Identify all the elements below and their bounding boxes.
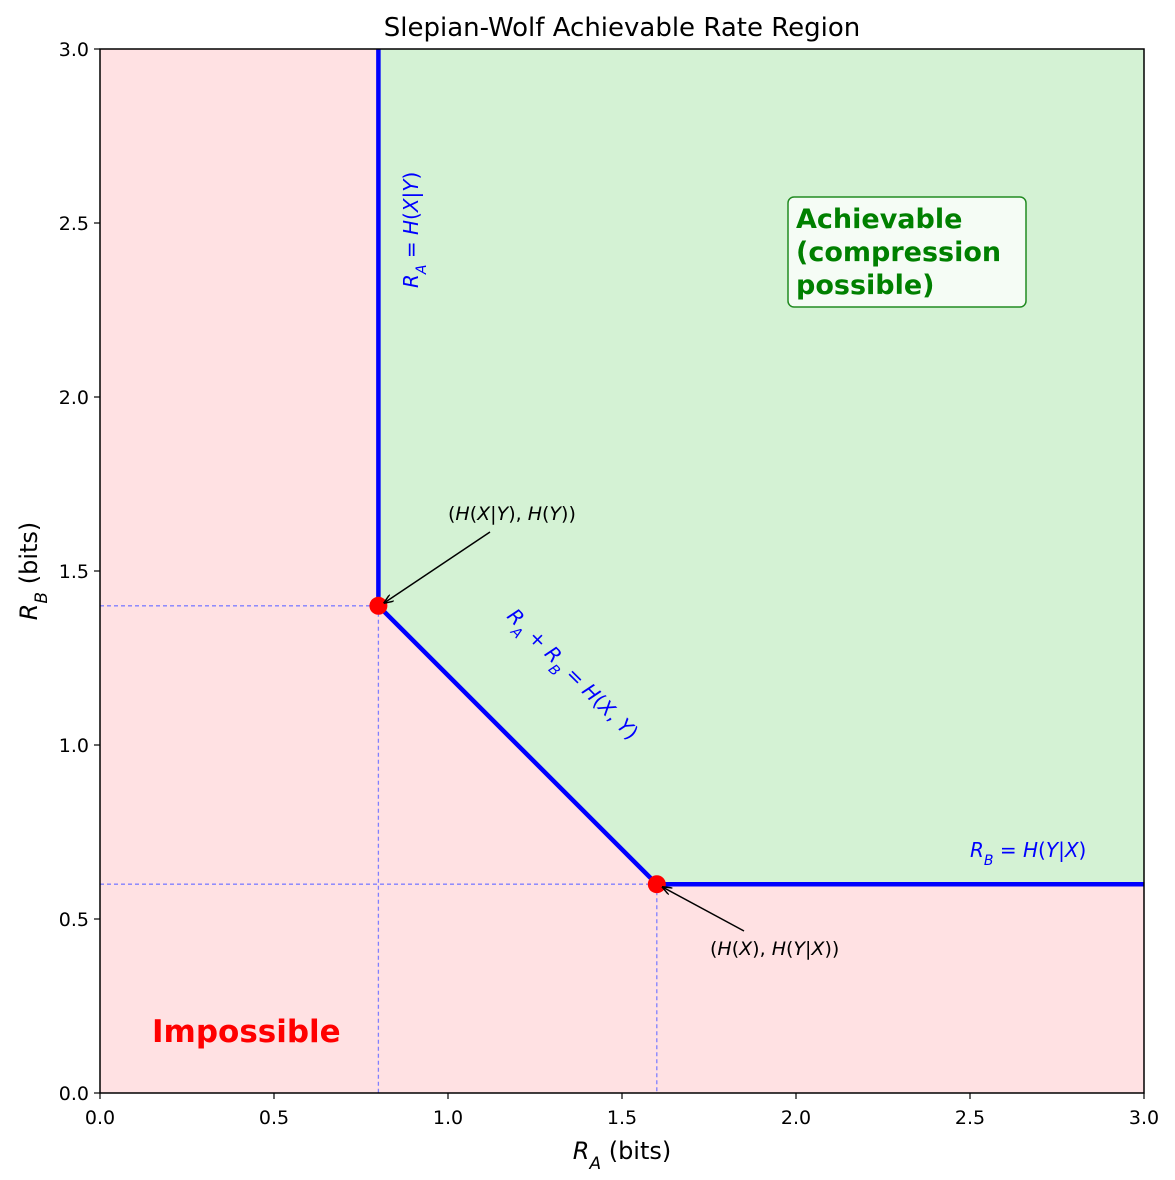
labels-layer: Slepian-Wolf Achievable Rate Region RA (b… (15, 13, 860, 1174)
chart-title: Slepian-Wolf Achievable Rate Region (384, 13, 860, 43)
achievable-label-line-1: Achievable (796, 204, 962, 235)
annotation-arrow-1 (384, 531, 491, 603)
x-axis-label: RA (bits) (573, 1137, 672, 1174)
y-tick-label-3: 1.5 (59, 561, 89, 583)
boundary-label-horizontal: RB = H(Y|X) (970, 838, 1086, 869)
x-tick-label-6: 3.0 (1129, 1107, 1159, 1129)
y-tick-label-6: 3.0 (59, 39, 89, 61)
impossible-region-label: Impossible (152, 1014, 341, 1050)
achievable-region-label: Achievable (compression possible) (796, 204, 1001, 301)
y-tick-label-0: 0.0 (59, 1083, 89, 1105)
annotations-layer: (H(X|Y), H(Y)) (H(X), H(Y|X)) RA = H(X|Y) R… (152, 172, 1086, 1050)
corner-point-2-label: (H(X), H(Y|X)) (710, 938, 839, 960)
x-tick-label-5: 2.5 (955, 1107, 985, 1129)
boundary-label-vertical: RA = H(X|Y) (399, 172, 430, 288)
x-tick-label-2: 1.0 (433, 1107, 463, 1129)
corner-point-1 (369, 596, 388, 615)
x-tick-label-0: 0.0 (85, 1107, 115, 1129)
achievable-label-box (787, 196, 1027, 308)
annotation-arrow-2 (663, 887, 745, 932)
axes-layer: 0.0 0.5 1.0 1.5 2.0 2.5 3.0 0.0 0.5 1.0 1.5 2.0 2.5 3… (59, 39, 1159, 1129)
x-tick-label-3: 1.5 (607, 1107, 637, 1129)
corner-point-2 (647, 875, 666, 894)
y-tick-label-2: 1.0 (59, 735, 89, 757)
achievable-label-line-3: possible) (796, 270, 935, 301)
y-tick-label-1: 0.5 (59, 909, 89, 931)
achievable-label-line-2: (compression (796, 237, 1001, 268)
corner-point-1-label: (H(X|Y), H(Y)) (448, 503, 576, 525)
x-tick-label-1: 0.5 (259, 1107, 289, 1129)
y-tick-label-5: 2.5 (59, 213, 89, 235)
boundary-layer (376, 49, 1144, 887)
guide-lines-layer (100, 605, 658, 1093)
y-axis-label: RB (bits) (15, 522, 52, 621)
y-tick-label-4: 2.0 (59, 387, 89, 409)
achievable-boundary-line (376, 49, 1144, 887)
x-tick-label-4: 2.0 (781, 1107, 811, 1129)
